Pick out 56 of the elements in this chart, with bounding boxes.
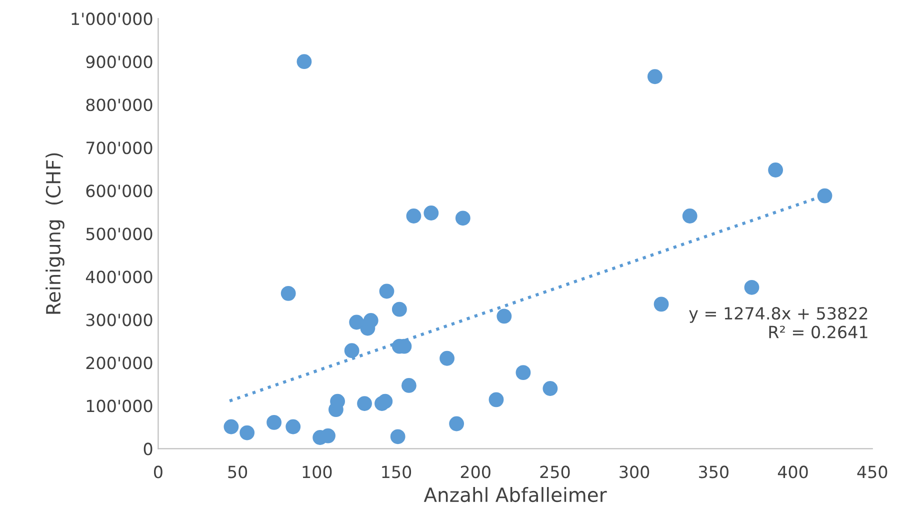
point: [682, 208, 698, 224]
point: [344, 343, 360, 358]
y-tick-label: 900'000: [86, 56, 152, 68]
point: [286, 419, 301, 434]
y-tick-label: 300'000: [86, 314, 152, 326]
y-tick-label: 700'000: [86, 142, 152, 154]
point: [516, 365, 531, 380]
x-tick-label: 150: [382, 466, 412, 478]
x-tick-label: 200: [460, 466, 490, 478]
point: [363, 313, 378, 328]
point: [542, 381, 558, 396]
point: [349, 314, 364, 330]
point: [488, 392, 504, 408]
x-tick-label: 100: [302, 466, 332, 478]
annotation: y = 1274.8x + 53822 R² = 0.2641: [689, 307, 868, 338]
point: [266, 414, 282, 430]
point: [744, 280, 760, 295]
y-tick-label: 0: [144, 442, 152, 456]
x-axis-title: Anzahl Abfalleimer: [424, 487, 607, 502]
x-tick-label: 350: [699, 466, 728, 478]
point: [424, 206, 439, 220]
y-tick-label: 200'000: [86, 356, 152, 370]
x-tick-label: 50: [228, 466, 248, 478]
point: [449, 416, 464, 432]
point: [357, 396, 372, 411]
y-tick-label: 600'000: [86, 184, 152, 198]
point: [330, 394, 345, 409]
point: [379, 284, 394, 299]
point: [378, 394, 393, 409]
point: [440, 350, 454, 366]
point: [768, 162, 784, 178]
x-tick-label: 300: [620, 466, 650, 478]
y-axis-title: Reinigung (CHF): [46, 153, 64, 314]
point: [647, 69, 662, 84]
point: [654, 296, 669, 312]
x-tick-label: 450: [857, 466, 888, 478]
point: [390, 429, 406, 444]
point: [392, 302, 407, 317]
point: [280, 286, 296, 301]
y-tick-label: 500'000: [86, 228, 152, 240]
point: [401, 378, 416, 393]
point: [240, 425, 255, 440]
x-tick-label: 250: [540, 466, 570, 478]
point: [817, 188, 832, 204]
y-tick-label: 800'000: [86, 98, 152, 112]
point: [320, 428, 336, 444]
point: [496, 308, 512, 324]
x-tick-label: 400: [778, 466, 808, 478]
point: [224, 419, 239, 434]
point: [455, 210, 470, 226]
point: [406, 208, 422, 224]
x-tick-label: 0: [154, 466, 162, 478]
point: [296, 54, 312, 70]
y-tick-label: 100'000: [86, 400, 152, 412]
y-tick-label: 400'000: [86, 270, 152, 284]
y-tick-label: 1'000'000: [72, 12, 152, 26]
